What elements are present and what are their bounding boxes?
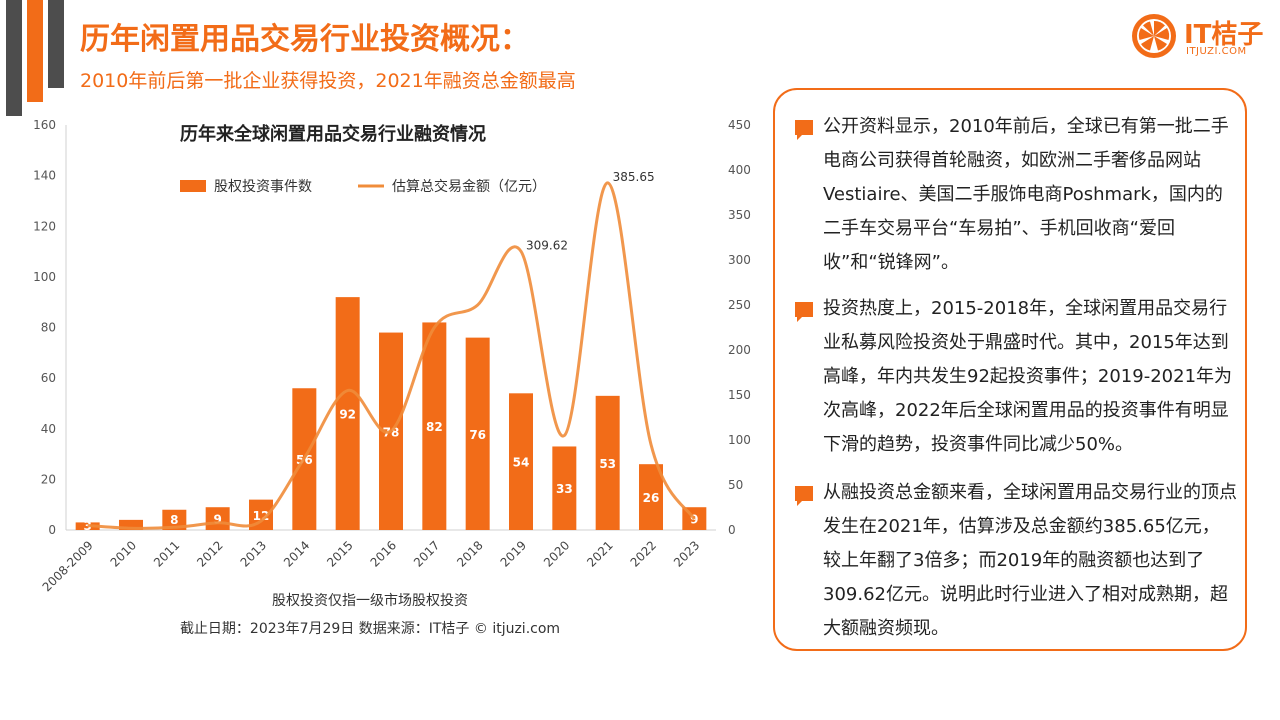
line-point-label: 385.65 (613, 170, 655, 184)
chart-source: 截止日期：2023年7月29日 数据来源：IT桔子 © itjuzi.com (179, 621, 561, 637)
bar (595, 395, 620, 530)
x-tick-label: 2014 (281, 538, 312, 569)
legend-label-line: 估算总交易金额（亿元） (392, 178, 546, 195)
y-tick-label-left: 20 (41, 472, 56, 486)
bar (422, 322, 447, 530)
x-tick-label: 2011 (151, 538, 182, 569)
x-tick-label: 2021 (584, 538, 615, 569)
bar-value-label: 9 (213, 513, 221, 527)
summary-paragraph: 投资热度上，2015-2018年，全球闲置用品交易行业私募风险投资处于鼎盛时代。… (795, 292, 1237, 462)
x-tick-label: 2008-2009 (40, 538, 96, 594)
summary-paragraph: 从融投资总金额来看，全球闲置用品交易行业的顶点发生在2021年，估算涉及总金额约… (795, 476, 1237, 646)
chart-title: 历年来全球闲置用品交易行业融资情况 (180, 123, 486, 145)
x-tick-label: 2015 (324, 538, 355, 569)
line-point-label: 309.62 (526, 238, 568, 252)
bar-value-label: 54 (513, 456, 530, 470)
y-tick-label-left: 160 (33, 118, 56, 132)
summary-paragraph-text: 从融投资总金额来看，全球闲置用品交易行业的顶点发生在2021年，估算涉及总金额约… (823, 482, 1237, 639)
x-tick-label: 2012 (194, 538, 225, 569)
logo-domain: ITJUZI.COM (1186, 46, 1247, 57)
summary-paragraph: 公开资料显示，2010年前后，全球已有第一批二手电商公司获得首轮融资，如欧洲二手… (795, 110, 1237, 280)
speech-bubble-icon (795, 486, 813, 506)
y-tick-label-left: 100 (33, 270, 56, 284)
legend-label-bar: 股权投资事件数 (214, 179, 312, 195)
speech-bubble-icon (795, 302, 813, 322)
bar (639, 464, 663, 530)
y-tick-label-right: 350 (728, 208, 751, 222)
bar-value-label: 53 (599, 457, 616, 471)
y-tick-label-right: 200 (728, 343, 751, 357)
x-tick-label: 2022 (628, 538, 659, 569)
header-deco-bar (27, 0, 43, 102)
x-tick-label: 2010 (108, 538, 139, 569)
y-tick-label-left: 60 (41, 371, 56, 385)
speech-bubble-icon (795, 120, 813, 140)
legend-swatch-bar (180, 180, 206, 192)
y-tick-label-right: 450 (728, 118, 751, 132)
y-tick-label-left: 80 (41, 321, 56, 335)
logo-name: IT桔子 (1184, 20, 1264, 50)
bar (335, 297, 360, 530)
x-tick-label: 2020 (541, 538, 572, 569)
bar-value-label: 9 (690, 513, 698, 527)
x-tick-label: 2018 (454, 538, 485, 569)
bar (162, 509, 187, 530)
y-tick-label-right: 400 (728, 163, 751, 177)
y-tick-label-right: 0 (728, 523, 736, 537)
summary-panel: 公开资料显示，2010年前后，全球已有第一批二手电商公司获得首轮融资，如欧洲二手… (773, 88, 1247, 651)
bar-value-label: 8 (170, 513, 178, 527)
y-tick-label-left: 0 (48, 523, 56, 537)
y-tick-label-left: 140 (33, 169, 56, 183)
header-deco-bar (48, 0, 64, 88)
bar (119, 519, 143, 530)
bar-value-label: 33 (556, 482, 573, 496)
bar-value-label: 82 (426, 420, 443, 434)
page-title: 历年闲置用品交易行业投资概况： (80, 22, 530, 57)
x-tick-label: 2016 (368, 538, 399, 569)
bar (465, 337, 490, 530)
bar-value-label: 26 (643, 491, 660, 505)
orange-slice-icon (1132, 14, 1176, 58)
y-tick-label-right: 100 (728, 433, 751, 447)
y-tick-label-left: 120 (33, 219, 56, 233)
chart-note: 股权投资仅指一级市场股权投资 (272, 593, 468, 609)
y-tick-label-right: 150 (728, 388, 751, 402)
summary-paragraph-text: 公开资料显示，2010年前后，全球已有第一批二手电商公司获得首轮融资，如欧洲二手… (823, 116, 1229, 273)
x-tick-label: 2023 (671, 538, 702, 569)
bar (552, 446, 577, 530)
x-tick-label: 2017 (411, 538, 442, 569)
bar-value-label: 92 (339, 408, 356, 422)
financing-chart: 0 20 40 60 80 100 120 140 160 0 50 100 150 200 250 300 3… (33, 118, 751, 594)
y-tick-label-right: 50 (728, 478, 743, 492)
x-tick-label: 2019 (498, 538, 529, 569)
bar-value-label: 76 (469, 428, 486, 442)
y-tick-label-right: 300 (728, 253, 751, 267)
x-tick-label: 2013 (238, 538, 269, 569)
logo: IT桔子 ITJUZI.COM (1128, 10, 1268, 62)
y-tick-label-left: 40 (41, 422, 56, 436)
series-line (87, 181, 696, 530)
page-subtitle: 2010年前后第一批企业获得投资，2021年融资总金额最高 (80, 70, 576, 92)
bar (509, 393, 533, 530)
header-deco-bar (6, 0, 22, 116)
y-tick-label-right: 250 (728, 298, 751, 312)
summary-paragraph-text: 投资热度上，2015-2018年，全球闲置用品交易行业私募风险投资处于鼎盛时代。… (823, 298, 1233, 455)
